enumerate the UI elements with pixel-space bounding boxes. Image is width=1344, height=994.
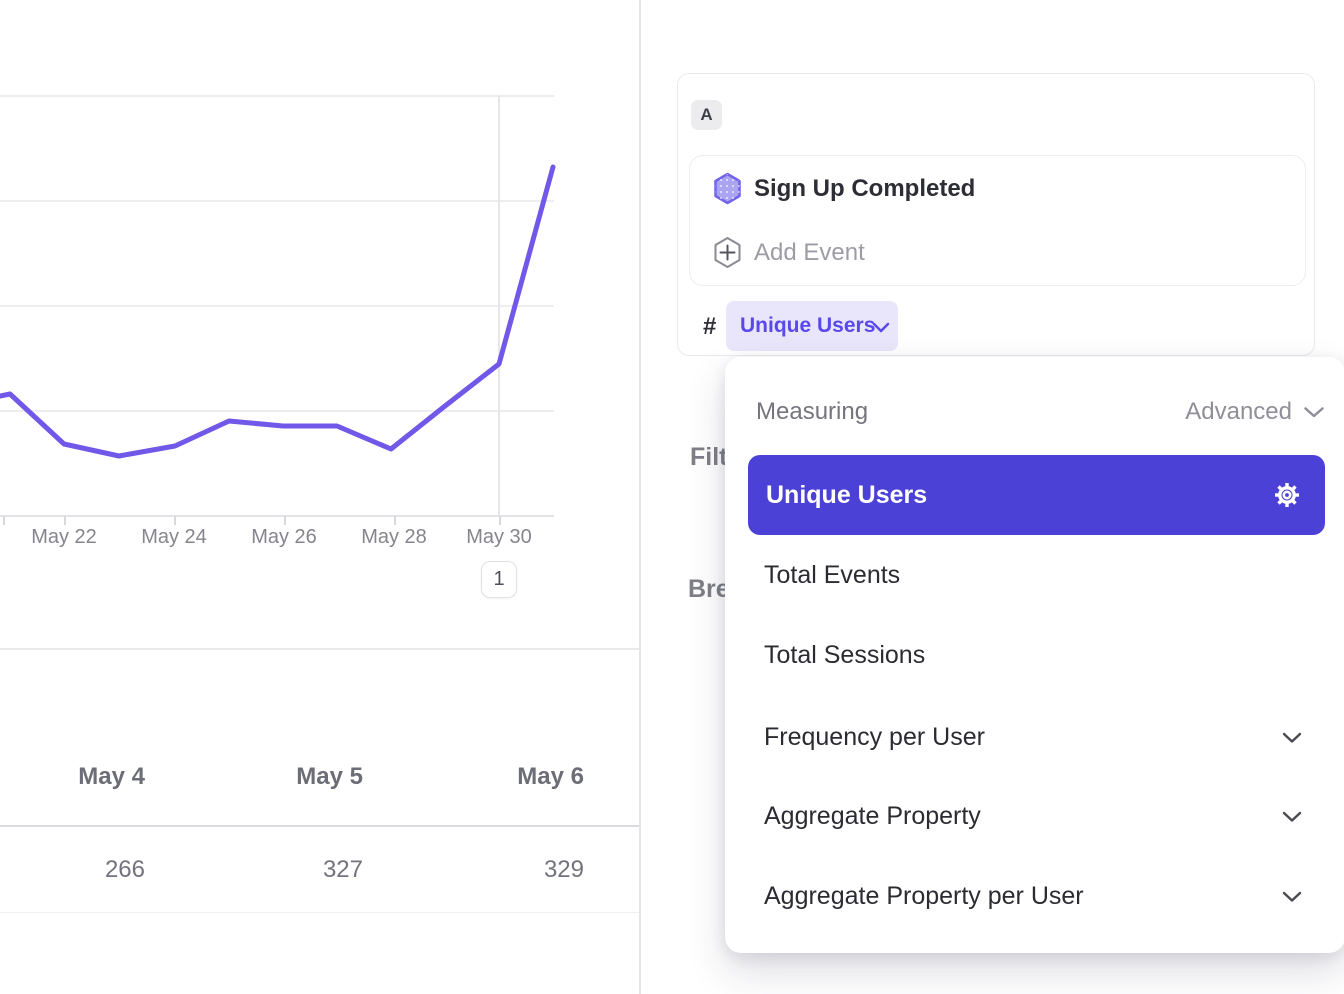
event-list-card: Sign Up Completed Add Event <box>689 155 1306 286</box>
gridline <box>0 305 554 307</box>
table-cell: 327 <box>322 856 363 883</box>
menu-item-label: Total Sessions <box>764 641 926 669</box>
menu-item-total-sessions[interactable]: Total Sessions <box>725 627 1344 683</box>
table-cell: 266 <box>104 856 145 883</box>
gridline <box>0 95 554 97</box>
metric-definition-card: A Uniques of Sign Up Completed Sign Up C… <box>677 73 1315 356</box>
gear-icon[interactable] <box>1273 481 1301 509</box>
axis-tick <box>284 516 286 525</box>
menu-item-aggregate-property[interactable]: Aggregate Property <box>725 788 1344 844</box>
menu-item-label: Aggregate Property per User <box>764 882 1084 910</box>
table-header-cell: May 4 <box>78 763 145 790</box>
x-axis-label: May 22 <box>31 526 97 548</box>
menu-item-label: Aggregate Property <box>764 802 981 830</box>
filter-section-heading: Filt <box>690 443 728 471</box>
x-axis-line <box>0 515 554 517</box>
menu-item-label: Unique Users <box>766 481 928 509</box>
axis-tick <box>174 516 176 525</box>
x-axis-label: May 26 <box>251 526 317 548</box>
menu-item-label: Total Events <box>764 561 901 589</box>
menu-item-total-events[interactable]: Total Events <box>725 547 1344 603</box>
chevron-down-icon <box>1282 732 1302 743</box>
axis-tick <box>499 516 501 525</box>
series-line <box>0 164 556 459</box>
measurement-dropdown-trigger[interactable]: Unique Users <box>726 301 898 351</box>
menu-item-frequency-per-user[interactable]: Frequency per User <box>725 709 1344 765</box>
add-event-label: Add Event <box>754 239 865 266</box>
table-header-border <box>0 825 639 827</box>
table-header-cell: May 6 <box>517 763 584 790</box>
chevron-down-icon <box>872 322 890 333</box>
axis-tick <box>394 516 396 525</box>
chevron-down-icon <box>1282 811 1302 822</box>
table-cell: 329 <box>543 856 584 883</box>
panel-divider <box>639 0 641 994</box>
x-axis-label: May 24 <box>141 526 207 548</box>
axis-tick <box>64 516 66 525</box>
measuring-dropdown-menu: Measuring Advanced Unique Users <box>725 357 1344 953</box>
gridline <box>0 200 554 202</box>
event-hexagon-icon <box>714 172 741 205</box>
x-axis-label: May 30 <box>466 526 532 548</box>
hover-marker-line <box>498 95 500 516</box>
series-letter-badge: A <box>691 100 722 130</box>
count-symbol: # <box>703 313 717 340</box>
divider <box>0 648 639 650</box>
add-event-icon <box>714 237 741 268</box>
series-index-badge[interactable]: 1 <box>481 561 517 598</box>
chevron-down-icon[interactable] <box>1303 406 1325 419</box>
event-name: Sign Up Completed <box>754 175 976 202</box>
menu-header: Measuring <box>756 398 869 425</box>
measurement-chip-label: Unique Users <box>740 314 876 337</box>
x-axis-label: May 28 <box>361 526 427 548</box>
breakdown-section-heading: Bre <box>688 575 730 603</box>
gridline <box>0 410 554 412</box>
menu-item-label: Frequency per User <box>764 723 985 751</box>
table-row-border <box>0 912 639 913</box>
menu-item-aggregate-property-per-user[interactable]: Aggregate Property per User <box>725 868 1344 924</box>
menu-mode-toggle[interactable]: Advanced <box>1185 398 1292 425</box>
menu-item-unique-users[interactable]: Unique Users <box>748 455 1325 535</box>
table-header-cell: May 5 <box>296 763 363 790</box>
axis-tick <box>3 516 5 525</box>
chevron-down-icon <box>1282 891 1302 902</box>
